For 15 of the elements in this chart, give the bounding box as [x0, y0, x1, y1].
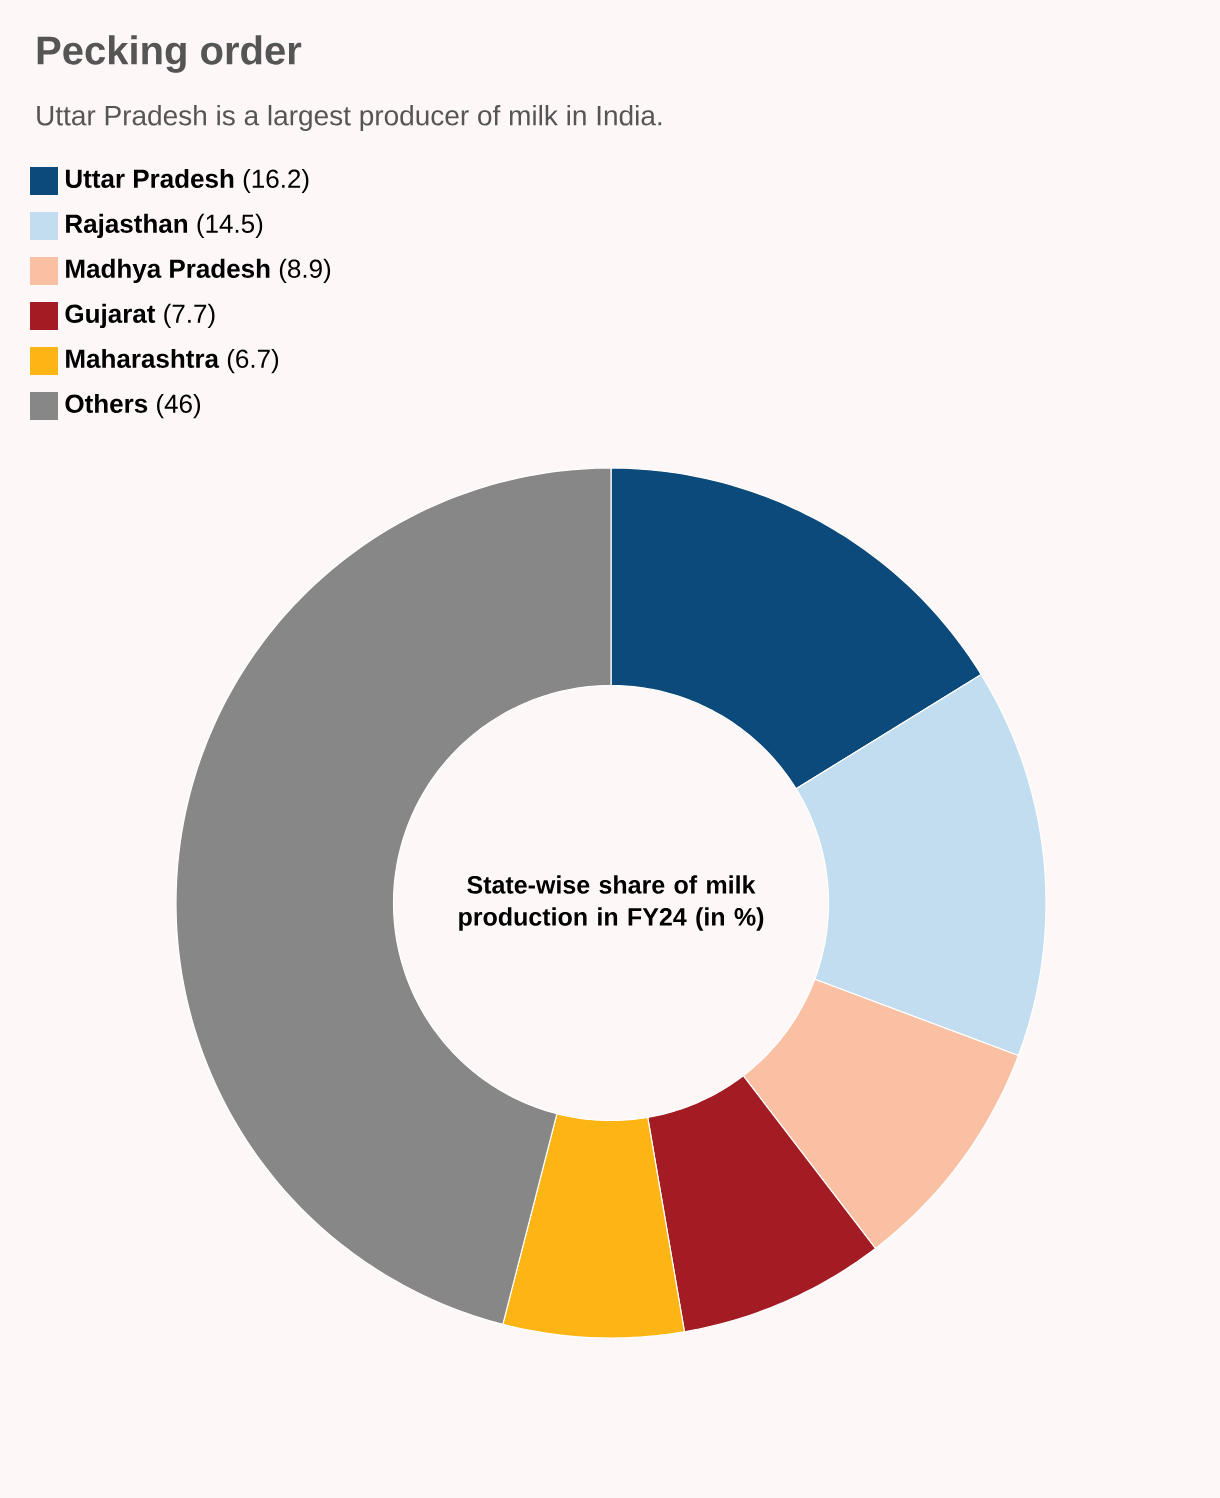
legend-label: Maharashtra: [66, 348, 220, 368]
data-label: (16.2): [243, 168, 309, 194]
legend-label: Rajasthan: [66, 213, 188, 239]
legend-label: Others: [65, 393, 148, 413]
legend-label: Madhya Pradesh: [66, 258, 270, 284]
data-label: (8.9): [279, 258, 331, 284]
data-label: (7.7): [164, 303, 215, 329]
data-label: (6.7): [227, 348, 279, 374]
text: State-wise share of milk production in FY24 (in %): [459, 875, 764, 931]
data-label: (46): [157, 393, 201, 419]
legend-label: Uttar Pradesh: [65, 168, 234, 188]
chart-title: Pecking order: [37, 35, 302, 73]
chart-subtitle: Uttar Pradesh is a largest producer of milk in India.: [37, 104, 662, 132]
legend-label: Gujarat: [65, 303, 156, 329]
data-label: (14.5): [197, 213, 263, 239]
